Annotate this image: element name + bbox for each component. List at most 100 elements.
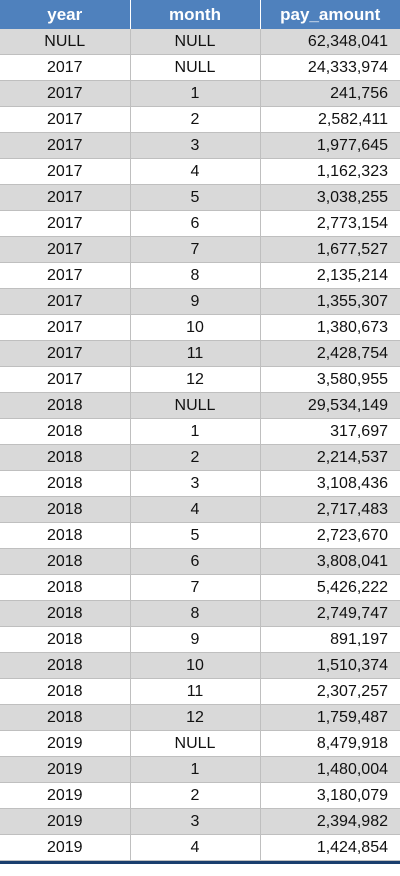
cell-year[interactable]: 2018 <box>0 496 131 523</box>
cell-pay-amount[interactable]: 2,582,411 <box>260 106 400 133</box>
cell-month[interactable]: 2 <box>130 444 261 471</box>
cell-year[interactable]: 2017 <box>0 80 131 107</box>
cell-pay-amount[interactable]: 8,479,918 <box>260 730 400 757</box>
cell-month[interactable]: 11 <box>130 678 261 705</box>
cell-pay-amount[interactable]: 317,697 <box>260 418 400 445</box>
cell-year[interactable]: 2018 <box>0 418 131 445</box>
cell-month[interactable]: 6 <box>130 548 261 575</box>
cell-month[interactable]: 7 <box>130 574 261 601</box>
cell-month[interactable]: 9 <box>130 288 261 315</box>
cell-year[interactable]: 2018 <box>0 444 131 471</box>
cell-pay-amount[interactable]: 24,333,974 <box>260 54 400 81</box>
cell-pay-amount[interactable]: 1,510,374 <box>260 652 400 679</box>
cell-month[interactable]: 10 <box>130 314 261 341</box>
cell-pay-amount[interactable]: 2,214,537 <box>260 444 400 471</box>
cell-month[interactable]: 4 <box>130 158 261 185</box>
cell-month[interactable]: 4 <box>130 834 261 861</box>
cell-pay-amount[interactable]: 1,162,323 <box>260 158 400 185</box>
cell-year[interactable]: 2018 <box>0 574 131 601</box>
cell-year[interactable]: 2018 <box>0 652 131 679</box>
cell-month[interactable]: NULL <box>130 730 261 757</box>
cell-month[interactable]: 2 <box>130 782 261 809</box>
cell-year[interactable]: 2017 <box>0 54 131 81</box>
cell-year[interactable]: 2018 <box>0 626 131 653</box>
cell-pay-amount[interactable]: 3,808,041 <box>260 548 400 575</box>
cell-year[interactable]: 2017 <box>0 262 131 289</box>
cell-month[interactable]: 12 <box>130 704 261 731</box>
cell-month[interactable]: 9 <box>130 626 261 653</box>
cell-year[interactable]: 2018 <box>0 522 131 549</box>
cell-month[interactable]: 3 <box>130 808 261 835</box>
cell-pay-amount[interactable]: 2,135,214 <box>260 262 400 289</box>
cell-month[interactable]: 8 <box>130 600 261 627</box>
table-row: 2019 NULL 8,479,918 <box>0 730 400 757</box>
cell-year[interactable]: 2018 <box>0 600 131 627</box>
cell-year[interactable]: 2019 <box>0 730 131 757</box>
cell-pay-amount[interactable]: 1,977,645 <box>260 132 400 159</box>
cell-month[interactable]: 10 <box>130 652 261 679</box>
cell-year[interactable]: 2017 <box>0 210 131 237</box>
cell-month[interactable]: 1 <box>130 80 261 107</box>
cell-month[interactable]: 5 <box>130 522 261 549</box>
cell-month[interactable]: 4 <box>130 496 261 523</box>
cell-pay-amount[interactable]: 1,355,307 <box>260 288 400 315</box>
cell-month[interactable]: 11 <box>130 340 261 367</box>
cell-month[interactable]: 2 <box>130 106 261 133</box>
cell-month[interactable]: 1 <box>130 756 261 783</box>
cell-year[interactable]: 2018 <box>0 704 131 731</box>
cell-pay-amount[interactable]: 29,534,149 <box>260 392 400 419</box>
column-header-year[interactable]: year <box>0 0 131 29</box>
cell-pay-amount[interactable]: 241,756 <box>260 80 400 107</box>
cell-pay-amount[interactable]: 891,197 <box>260 626 400 653</box>
cell-month[interactable]: 12 <box>130 366 261 393</box>
cell-pay-amount[interactable]: 1,759,487 <box>260 704 400 731</box>
cell-month[interactable]: 6 <box>130 210 261 237</box>
cell-pay-amount[interactable]: 3,108,436 <box>260 470 400 497</box>
column-header-month[interactable]: month <box>130 0 261 29</box>
cell-pay-amount[interactable]: 2,717,483 <box>260 496 400 523</box>
cell-year[interactable]: 2019 <box>0 756 131 783</box>
column-header-pay-amount[interactable]: pay_amount <box>260 0 400 29</box>
cell-year[interactable]: 2017 <box>0 158 131 185</box>
cell-pay-amount[interactable]: 62,348,041 <box>260 29 400 55</box>
cell-pay-amount[interactable]: 2,723,670 <box>260 522 400 549</box>
cell-pay-amount[interactable]: 1,424,854 <box>260 834 400 861</box>
cell-year[interactable]: 2017 <box>0 132 131 159</box>
cell-month[interactable]: 5 <box>130 184 261 211</box>
cell-pay-amount[interactable]: 1,380,673 <box>260 314 400 341</box>
cell-year[interactable]: 2019 <box>0 782 131 809</box>
cell-month[interactable]: NULL <box>130 54 261 81</box>
cell-pay-amount[interactable]: 2,773,154 <box>260 210 400 237</box>
cell-pay-amount[interactable]: 3,038,255 <box>260 184 400 211</box>
cell-month[interactable]: NULL <box>130 392 261 419</box>
cell-year[interactable]: 2017 <box>0 366 131 393</box>
cell-month[interactable]: 7 <box>130 236 261 263</box>
cell-year[interactable]: 2018 <box>0 470 131 497</box>
cell-pay-amount[interactable]: 1,480,004 <box>260 756 400 783</box>
cell-month[interactable]: 8 <box>130 262 261 289</box>
cell-month[interactable]: 3 <box>130 470 261 497</box>
cell-pay-amount[interactable]: 3,180,079 <box>260 782 400 809</box>
cell-pay-amount[interactable]: 2,307,257 <box>260 678 400 705</box>
cell-month[interactable]: NULL <box>130 29 261 55</box>
cell-pay-amount[interactable]: 2,749,747 <box>260 600 400 627</box>
cell-pay-amount[interactable]: 1,677,527 <box>260 236 400 263</box>
cell-year[interactable]: 2017 <box>0 236 131 263</box>
cell-year[interactable]: 2019 <box>0 808 131 835</box>
cell-year[interactable]: 2017 <box>0 314 131 341</box>
cell-pay-amount[interactable]: 5,426,222 <box>260 574 400 601</box>
cell-year[interactable]: 2018 <box>0 392 131 419</box>
cell-year[interactable]: 2017 <box>0 288 131 315</box>
cell-pay-amount[interactable]: 2,428,754 <box>260 340 400 367</box>
cell-year[interactable]: 2017 <box>0 340 131 367</box>
cell-pay-amount[interactable]: 2,394,982 <box>260 808 400 835</box>
cell-month[interactable]: 1 <box>130 418 261 445</box>
cell-year[interactable]: 2017 <box>0 106 131 133</box>
cell-year[interactable]: 2017 <box>0 184 131 211</box>
cell-year[interactable]: 2019 <box>0 834 131 861</box>
cell-year[interactable]: NULL <box>0 29 131 55</box>
cell-year[interactable]: 2018 <box>0 548 131 575</box>
cell-pay-amount[interactable]: 3,580,955 <box>260 366 400 393</box>
cell-month[interactable]: 3 <box>130 132 261 159</box>
cell-year[interactable]: 2018 <box>0 678 131 705</box>
